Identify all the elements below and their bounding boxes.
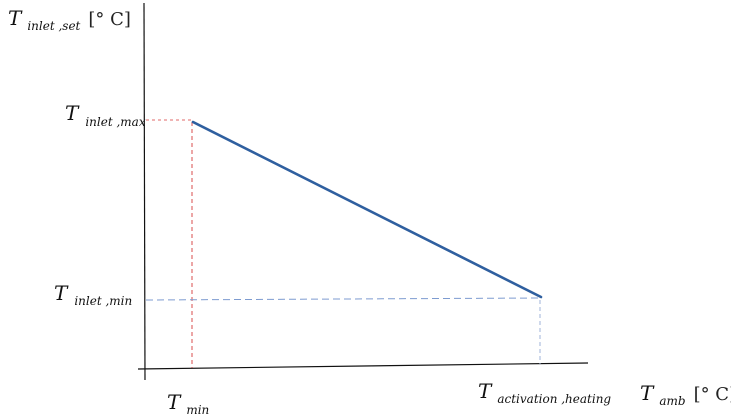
label-activation-heating: T activation ,heating xyxy=(478,379,611,406)
guide-inlet-min-horizontal xyxy=(145,297,541,301)
y-axis-title: T inlet ,set [° C] xyxy=(8,6,131,34)
label-tmin: T min xyxy=(167,390,209,417)
x-axis-title: T amb [° C] xyxy=(640,381,731,409)
heating-curve-line xyxy=(191,120,543,299)
label-inlet-min: T inlet ,min xyxy=(54,281,132,308)
x-axis xyxy=(137,362,589,370)
label-inlet-max: T inlet ,max xyxy=(65,101,146,129)
y-axis xyxy=(143,2,146,381)
